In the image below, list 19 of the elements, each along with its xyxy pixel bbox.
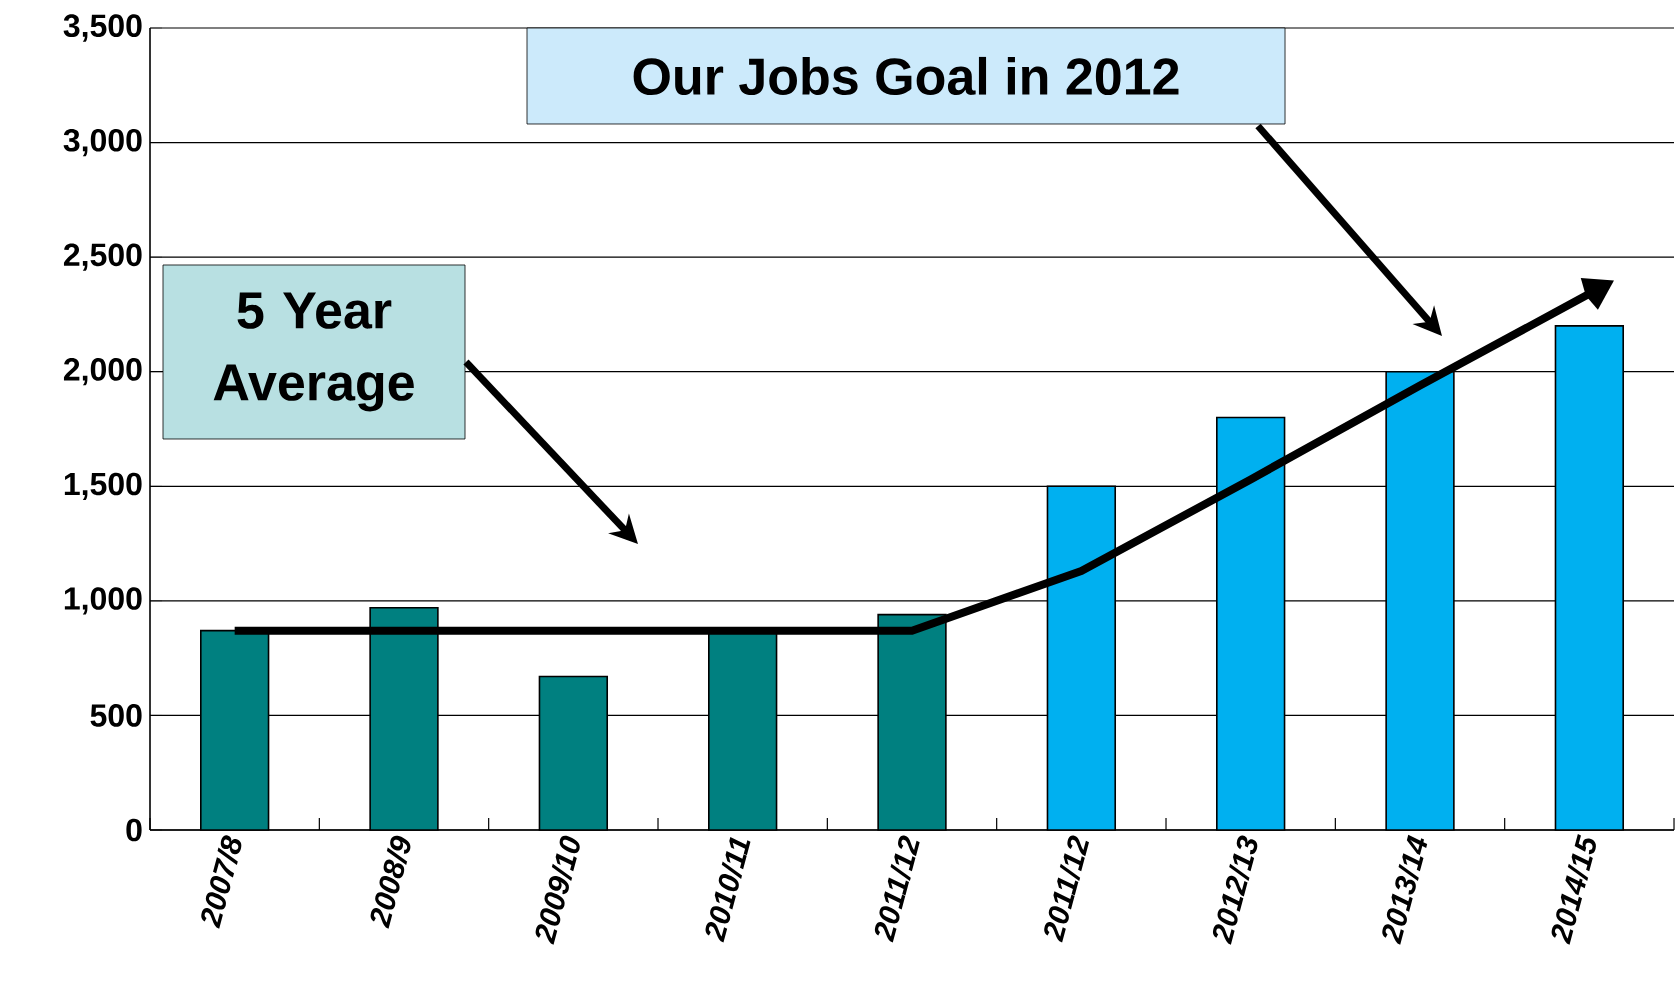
y-tick-label: 1,000: [64, 587, 142, 615]
y-tick-label: 2,500: [63, 243, 142, 271]
y-tick-label: 3,000: [63, 128, 142, 157]
x-tick-label: 2011/12: [1044, 835, 1090, 943]
x-tick-label: 2012/13: [1212, 835, 1258, 945]
x-tick-label: 2009/10: [535, 835, 580, 945]
y-tick-label: 3,500: [63, 14, 142, 42]
y-tick-label: 1,500: [64, 472, 142, 500]
annotation: Our Jobs Goal in 2012: [633, 56, 1179, 96]
y-tick-label: 2,000: [63, 358, 142, 386]
x-tick-label: 2013/14: [1382, 834, 1428, 945]
x-tick-label: 2014/15: [1551, 833, 1596, 945]
annotation: 5 Year Average: [213, 292, 414, 412]
y-tick-label: 500: [90, 704, 142, 727]
x-tick-label: 2007/8: [201, 835, 242, 929]
x-tick-label: 2010/11: [705, 837, 751, 943]
x-tick-label: 2008/9: [370, 835, 411, 929]
y-tick-label: 0: [126, 818, 142, 842]
x-tick-label: 2011/12: [874, 835, 920, 943]
